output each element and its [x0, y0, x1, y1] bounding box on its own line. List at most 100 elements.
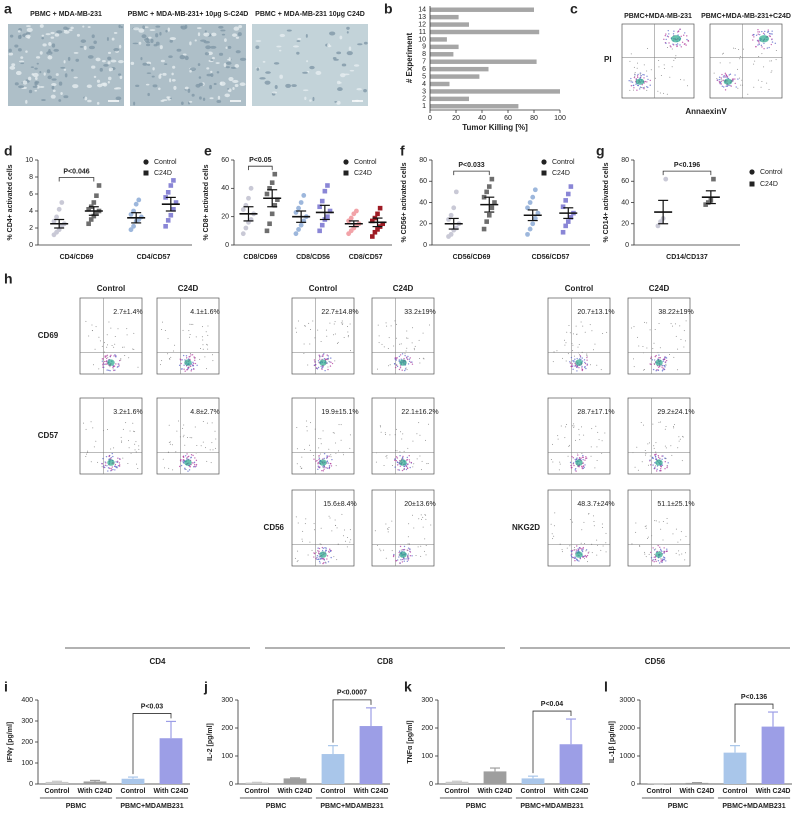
event: [681, 553, 683, 555]
event: [572, 333, 574, 335]
event: [412, 327, 414, 329]
event: [644, 368, 646, 370]
event: [399, 354, 402, 356]
event: [182, 427, 184, 429]
event: [182, 354, 185, 357]
event: [403, 545, 406, 548]
event: [633, 87, 635, 89]
event: [305, 325, 307, 327]
cell: [217, 95, 221, 100]
event: [739, 58, 741, 60]
event: [404, 368, 407, 370]
event: [161, 328, 163, 330]
event: [108, 321, 110, 323]
x-tick-label: With C24D: [756, 788, 791, 795]
event: [643, 64, 645, 66]
cell: [189, 41, 192, 46]
event: [192, 365, 194, 367]
cell: [86, 84, 92, 88]
event: [677, 348, 679, 350]
event: [118, 363, 120, 365]
event: [186, 453, 188, 455]
event: [201, 336, 203, 338]
group-label: PBMC+MDAMB231: [320, 803, 383, 810]
event: [658, 357, 660, 359]
cell: [239, 82, 246, 86]
event: [295, 327, 297, 329]
y-tick-label: 40: [221, 185, 229, 192]
event: [350, 350, 352, 352]
event: [666, 35, 669, 37]
event: [191, 354, 194, 356]
y-tick-label: 2: [422, 96, 426, 103]
event: [337, 450, 339, 452]
event-core: [107, 459, 115, 466]
event: [335, 442, 337, 444]
event: [590, 455, 592, 457]
cell: [353, 64, 360, 67]
event: [105, 355, 107, 357]
event: [417, 546, 419, 548]
event: [343, 535, 345, 537]
event: [399, 545, 402, 548]
event: [187, 456, 189, 458]
cell: [51, 43, 56, 48]
bar: [430, 59, 537, 64]
event: [101, 345, 103, 347]
event: [571, 550, 573, 553]
point: [243, 225, 249, 231]
event: [106, 334, 108, 336]
event: [644, 553, 646, 555]
point: [128, 227, 134, 233]
cell: [357, 43, 363, 46]
event: [597, 544, 599, 546]
point: [272, 203, 278, 208]
event: [327, 355, 329, 357]
event: [401, 369, 403, 371]
cell: [259, 77, 266, 80]
event: [401, 469, 404, 472]
event: [108, 455, 110, 458]
event: [407, 557, 410, 560]
cell: [265, 71, 271, 74]
event: [580, 548, 583, 550]
y-tick-label: 100: [421, 753, 433, 760]
event: [578, 548, 580, 551]
event: [581, 466, 583, 469]
event: [424, 538, 426, 540]
event: [683, 43, 686, 45]
event: [774, 42, 777, 45]
event: [336, 559, 338, 561]
event: [119, 359, 121, 362]
significance-bracket: [332, 699, 372, 743]
point: [489, 176, 495, 182]
y-tick-label: 14: [418, 7, 426, 14]
event: [725, 85, 727, 88]
event: [399, 365, 402, 367]
event: [576, 559, 579, 562]
point: [317, 228, 322, 234]
event: [656, 468, 658, 470]
percentage: 3.2±1.6%: [113, 409, 143, 416]
group-label: CD8: [377, 657, 394, 666]
event: [724, 89, 727, 91]
event: [102, 465, 105, 467]
x-tick-label: CD8/CD56: [296, 254, 330, 261]
event: [671, 48, 673, 50]
event: [587, 561, 589, 563]
event: [330, 556, 332, 559]
event: [586, 355, 588, 357]
event: [641, 461, 643, 463]
cell: [209, 84, 213, 90]
event: [635, 78, 637, 80]
point: [563, 198, 568, 203]
event: [571, 350, 573, 352]
event: [757, 40, 760, 43]
y-tick-label: 200: [421, 725, 433, 732]
event: [340, 322, 342, 324]
event: [569, 545, 571, 547]
cell: [145, 83, 150, 86]
cell: [46, 51, 53, 55]
point: [484, 189, 489, 195]
event: [194, 426, 196, 428]
